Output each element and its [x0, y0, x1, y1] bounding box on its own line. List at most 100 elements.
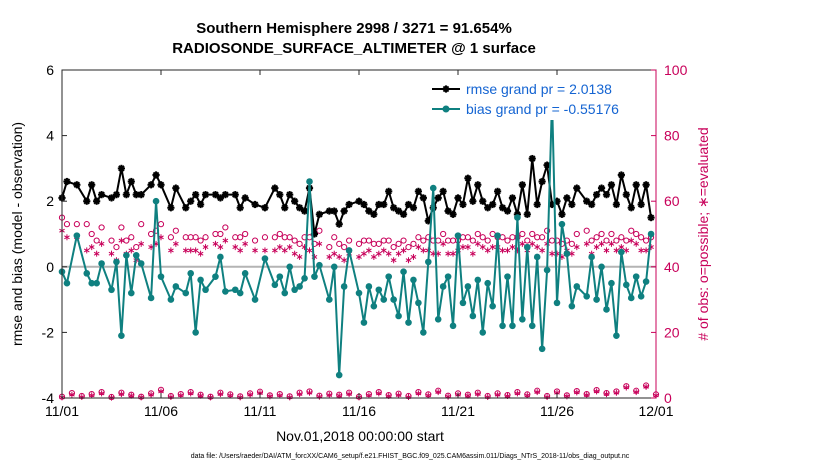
count-evaluated-point: [237, 247, 244, 254]
bias-point: [509, 322, 516, 330]
rmse-point: [508, 194, 517, 202]
count-evaluated-point: [445, 250, 451, 257]
count-evaluated-point: [361, 250, 367, 257]
rmse-point-core: [124, 192, 129, 197]
count-evaluated-point-stroke: [405, 258, 412, 263]
bias-point: [603, 306, 610, 313]
rmse-point-core: [357, 199, 361, 204]
rmse-point: [399, 210, 408, 218]
rmse-point: [251, 200, 259, 209]
bias-point: [311, 273, 318, 280]
rmse-point: [439, 187, 447, 195]
count-evaluated-point: [603, 247, 610, 254]
count-possible-point: [519, 230, 526, 238]
count-evaluated-point: [197, 250, 204, 257]
rmse-point-core: [74, 182, 79, 187]
bias-point: [647, 230, 655, 238]
bias-point: [454, 232, 462, 239]
count-evaluated-point-stroke: [504, 248, 511, 253]
count-evaluated-point: [276, 244, 283, 251]
count-evaluated-point: [286, 244, 293, 251]
count-evaluated-point-stroke: [217, 245, 224, 250]
rmse-point-core: [604, 192, 609, 197]
rmse-point: [197, 200, 205, 209]
rmse-point-core: [614, 202, 619, 207]
y-axis-right: 0 20 40 60 80 100: [651, 62, 688, 406]
count-evaluated-point-stroke: [366, 393, 372, 398]
y2-tick-label: 0: [664, 390, 672, 406]
count-evaluated-point: [88, 244, 95, 251]
rmse-point-core: [302, 209, 307, 214]
rmse-point-core: [599, 186, 604, 191]
rmse-point-core: [332, 209, 337, 214]
rmse-point-core: [460, 202, 465, 207]
legend-rmse-star-core: [444, 87, 448, 91]
bias-point: [123, 252, 130, 259]
rmse-point-core: [282, 205, 287, 210]
count-evaluated-point-stroke: [138, 241, 145, 246]
count-evaluated-point: [569, 250, 575, 257]
count-evaluated-point: [519, 240, 526, 247]
rmse-point: [63, 177, 71, 186]
rmse-point-core: [134, 192, 139, 197]
rmse-point-core: [317, 212, 322, 217]
legend: rmse grand pr = 2.0138 bias grand pr = -…: [426, 76, 650, 120]
count-possible-point: [331, 234, 338, 241]
rmse-point-core: [569, 202, 574, 207]
count-possible-point: [613, 237, 620, 244]
rmse-point: [335, 220, 343, 228]
count-evaluated-point: [474, 240, 481, 247]
bias-point: [632, 273, 640, 280]
bias-point: [251, 296, 259, 303]
count-evaluated-point-stroke: [445, 251, 451, 256]
rmse-point: [469, 197, 477, 205]
rmse-point: [395, 207, 403, 215]
bias-point: [444, 273, 452, 280]
rmse-point: [291, 197, 299, 205]
rmse-point-core: [559, 212, 564, 217]
rmse-point-core: [649, 215, 654, 220]
count-possible-point: [598, 230, 605, 238]
count-evaluated-point-stroke: [192, 248, 199, 253]
count-possible-point: [588, 237, 595, 244]
rmse-point: [236, 204, 244, 212]
bias-point: [147, 294, 155, 302]
count-possible-point: [628, 227, 635, 234]
bias-point: [281, 289, 289, 297]
count-evaluated-point: [410, 253, 417, 260]
count-evaluated-point-stroke: [281, 248, 288, 253]
count-evaluated-point-stroke: [296, 392, 303, 396]
rmse-point-core: [233, 192, 238, 197]
bias-point: [326, 296, 333, 303]
rmse-point: [201, 191, 210, 199]
rmse-point: [241, 194, 249, 202]
legend-bias-label: bias grand pr = -0.55176: [466, 101, 619, 117]
count-evaluated-point-stroke: [440, 241, 446, 246]
count-evaluated-point: [643, 383, 649, 390]
x-axis: 11/01 11/06 11/11 11/16 11/21 11/26 12/01: [45, 70, 674, 419]
bias-point: [533, 253, 541, 261]
rmse-point-core: [391, 205, 396, 210]
data-marks: [58, 96, 660, 401]
rmse-point-core: [154, 172, 159, 177]
rmse-point: [459, 200, 467, 209]
legend-rmse-star: [442, 85, 450, 93]
count-possible-point: [63, 221, 71, 228]
chart-title: Southern Hemisphere 2998 / 3271 = 91.654…: [196, 20, 512, 37]
count-evaluated-point-stroke: [187, 391, 194, 396]
count-evaluated-point: [247, 391, 253, 398]
count-evaluated-point-stroke: [296, 255, 303, 259]
count-possible-point: [440, 230, 447, 238]
bias-point: [345, 247, 353, 254]
count-evaluated-point-stroke: [187, 248, 194, 253]
count-possible-point: [336, 240, 343, 247]
count-possible-point: [113, 244, 120, 251]
bias-point: [241, 270, 249, 277]
count-possible-point: [138, 221, 145, 228]
count-evaluated-point: [375, 390, 382, 397]
rmse-point-core: [361, 202, 366, 207]
count-evaluated-point: [593, 244, 600, 251]
bias-point: [618, 248, 625, 256]
count-evaluated-point-stroke: [583, 241, 590, 246]
rmse-point: [192, 191, 200, 199]
